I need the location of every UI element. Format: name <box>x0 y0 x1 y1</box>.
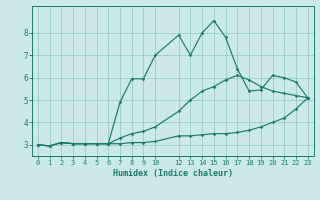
X-axis label: Humidex (Indice chaleur): Humidex (Indice chaleur) <box>113 169 233 178</box>
